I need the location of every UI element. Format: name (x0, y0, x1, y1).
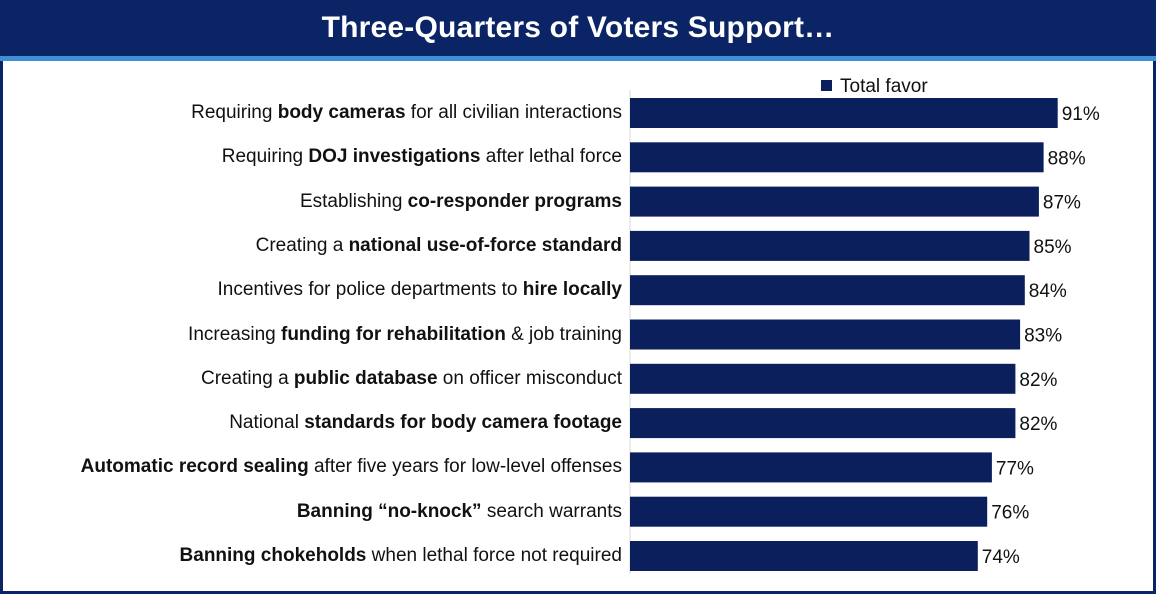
category-label-text: on officer misconduct (437, 367, 622, 389)
category-label: Automatic record sealing after five year… (81, 455, 622, 479)
category-label-text: Requiring (191, 102, 278, 123)
data-label: 82% (1019, 370, 1057, 391)
category-label: Requiring body cameras for all civilian … (191, 101, 622, 125)
category-label-text: for all civilian interactions (405, 102, 622, 123)
category-label: Incentives for police departments to hir… (218, 278, 623, 302)
legend: Total favor (821, 76, 928, 97)
category-label-bold: hire locally (522, 279, 622, 301)
category-label-text: Creating a (255, 234, 349, 256)
data-label: 91% (1062, 104, 1100, 125)
chart-title: Three-Quarters of Voters Support… (321, 11, 835, 44)
legend-swatch (821, 80, 832, 91)
category-label-text: when lethal force not required (366, 545, 622, 566)
bar (630, 186, 1039, 217)
category-label-text: Increasing (188, 323, 281, 345)
bar (630, 98, 1058, 128)
bar (630, 230, 1030, 261)
bar (630, 275, 1025, 306)
category-label-text: after five years for low-level offenses (308, 456, 622, 478)
data-label: 85% (1034, 237, 1072, 258)
category-label: Banning “no-knock” search warrants (297, 500, 622, 524)
data-label: 77% (996, 458, 1034, 479)
category-label: Banning chokeholds when lethal force not… (180, 544, 622, 568)
bar (630, 452, 992, 483)
category-label-bold: body cameras (277, 102, 406, 123)
category-label-text: National (229, 412, 305, 434)
data-label: 87% (1043, 193, 1081, 214)
category-label-bold: national use-of-force standard (348, 234, 622, 256)
category-label-bold: DOJ investigations (308, 146, 481, 168)
category-label-text: after lethal force (480, 146, 622, 168)
bar (630, 496, 988, 527)
category-label-text: & job training (505, 323, 622, 345)
category-label: National standards for body camera foota… (229, 411, 622, 435)
category-label-bold: co-responder programs (407, 190, 622, 212)
category-label: Requiring DOJ investigations after letha… (222, 145, 622, 169)
data-label: 84% (1029, 281, 1067, 302)
bar (630, 142, 1044, 173)
data-label: 76% (991, 503, 1029, 524)
bar (630, 363, 1016, 394)
category-label: Creating a public database on officer mi… (201, 367, 622, 391)
bar (630, 541, 978, 571)
category-label-text: search warrants (481, 500, 622, 522)
category-label-bold: Automatic record sealing (80, 456, 309, 478)
data-label: 83% (1024, 326, 1062, 347)
category-label-bold: funding for rehabilitation (281, 323, 506, 345)
title-accent-rule (0, 56, 1156, 61)
category-label: Establishing co-responder programs (300, 190, 622, 214)
category-label-bold: public database (293, 367, 438, 389)
data-label: 82% (1019, 414, 1057, 435)
category-label-text: Creating a (200, 367, 294, 389)
category-label-text: Establishing (299, 190, 408, 212)
data-label: 88% (1048, 148, 1086, 169)
category-label: Creating a national use-of-force standar… (256, 234, 622, 258)
category-label-text: Requiring (221, 146, 309, 168)
title-bar: Three-Quarters of Voters Support… (0, 0, 1156, 56)
legend-label: Total favor (840, 76, 928, 97)
category-label: Increasing funding for rehabilitation & … (188, 323, 622, 347)
bar (630, 319, 1021, 350)
data-label: 74% (982, 547, 1020, 568)
bar (630, 408, 1016, 439)
category-label-bold: standards for body camera footage (304, 412, 622, 434)
category-label-bold: Banning chokeholds (179, 545, 367, 566)
category-label-bold: Banning “no-knock” (296, 500, 482, 522)
category-label-text: Incentives for police departments to (217, 279, 523, 301)
